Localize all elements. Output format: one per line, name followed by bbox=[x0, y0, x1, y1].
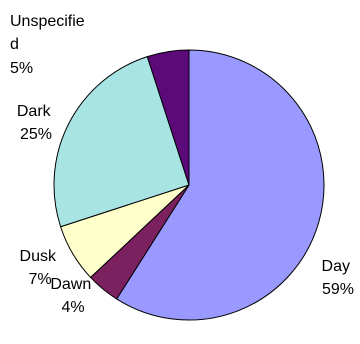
pie-slice-dark bbox=[53, 55, 190, 228]
pie-slices bbox=[53, 49, 325, 321]
slice-label-dark: Dark 25% bbox=[17, 103, 55, 143]
pie-slice-day bbox=[115, 49, 325, 321]
pie-slice-unspecified bbox=[146, 49, 190, 186]
slice-label-dawn: Dawn 4% bbox=[50, 276, 95, 316]
slice-label-unspecified: Unspecifie d 5% bbox=[10, 13, 89, 77]
slice-label-dusk: Dusk 7% bbox=[20, 248, 61, 288]
slice-label-day: Day 59% bbox=[322, 258, 355, 298]
